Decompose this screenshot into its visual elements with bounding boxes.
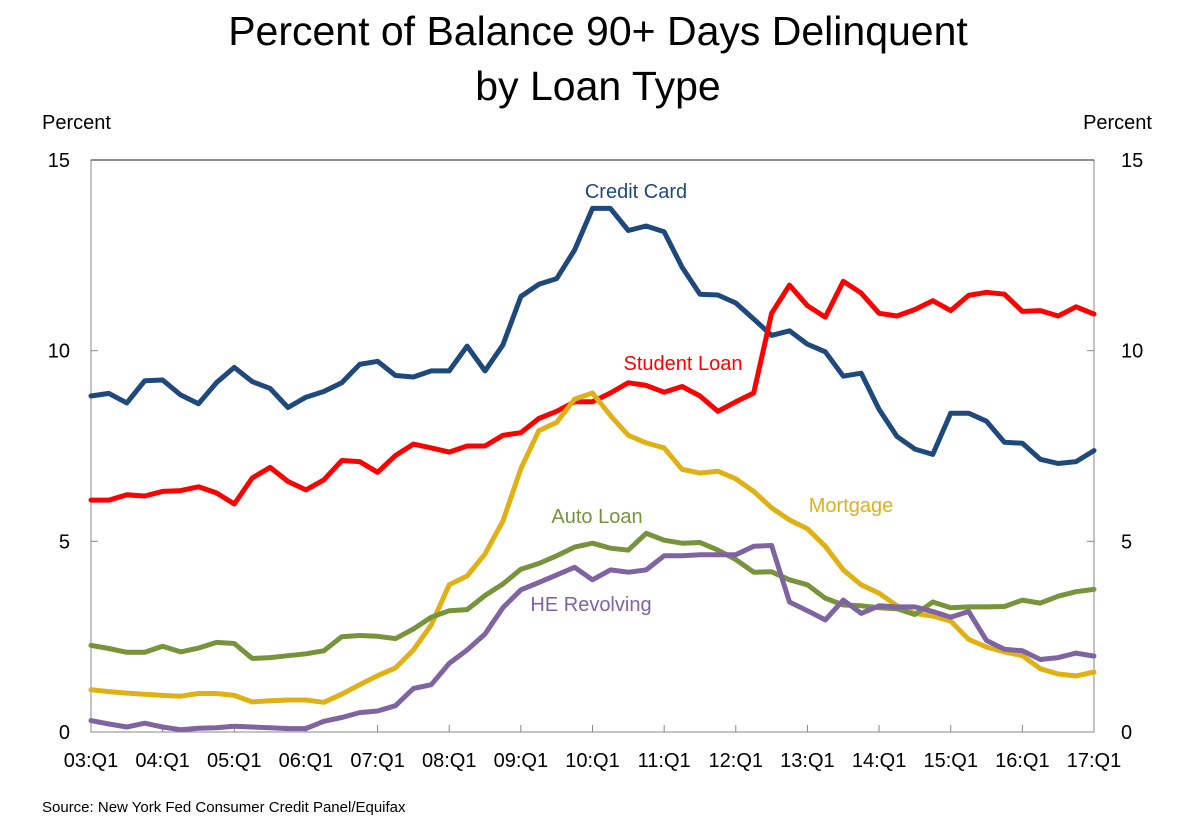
series-label-auto-loan: Auto Loan [551, 506, 642, 528]
x-tick-label: 05:Q1 [207, 750, 261, 772]
series-label-student-loan: Student Loan [624, 353, 743, 375]
y-tick-label-left: 5 [59, 531, 70, 553]
y-tick-label-right: 0 [1121, 722, 1132, 744]
x-tick-label: 13:Q1 [780, 750, 834, 772]
series-label-credit-card: Credit Card [585, 181, 687, 203]
y-axis-label-left: Percent [42, 112, 111, 134]
x-tick-label: 03:Q1 [64, 750, 118, 772]
x-tick-label: 14:Q1 [852, 750, 906, 772]
y-tick-label-right: 5 [1121, 531, 1132, 553]
y-tick-label-right: 15 [1121, 150, 1143, 172]
series-line-he-revolving [88, 543, 1097, 733]
series-label-he-revolving: HE Revolving [530, 594, 651, 616]
x-tick-label: 16:Q1 [995, 750, 1049, 772]
x-tick-label: 08:Q1 [422, 750, 476, 772]
x-tick-label: 10:Q1 [565, 750, 619, 772]
x-tick-label: 12:Q1 [709, 750, 763, 772]
series-line-student-loan [88, 278, 1097, 507]
x-tick-label: 11:Q1 [638, 750, 691, 772]
y-tick-label-left: 10 [48, 341, 70, 363]
x-tick-label: 17:Q1 [1067, 750, 1121, 772]
chart-title-line-1: Percent of Balance 90+ Days Delinquent [228, 8, 968, 54]
x-tick-label: 15:Q1 [923, 750, 977, 772]
series-line-auto-loan [88, 530, 1097, 661]
x-tick-label: 07:Q1 [350, 750, 404, 772]
x-tick-label: 06:Q1 [279, 750, 333, 772]
series-label-mortgage: Mortgage [809, 495, 894, 517]
y-axis-label-right: Percent [1083, 112, 1152, 134]
x-tick-label: 09:Q1 [494, 750, 548, 772]
series-line-mortgage [88, 390, 1097, 705]
x-tick-label: 04:Q1 [135, 750, 189, 772]
y-tick-label-right: 10 [1121, 341, 1143, 363]
chart-title-line-2: by Loan Type [475, 63, 720, 109]
source-note: Source: New York Fed Consumer Credit Pan… [42, 799, 406, 816]
y-tick-label-left: 15 [48, 150, 70, 172]
series-line-credit-card [88, 205, 1097, 466]
y-tick-label-left: 0 [59, 722, 70, 744]
